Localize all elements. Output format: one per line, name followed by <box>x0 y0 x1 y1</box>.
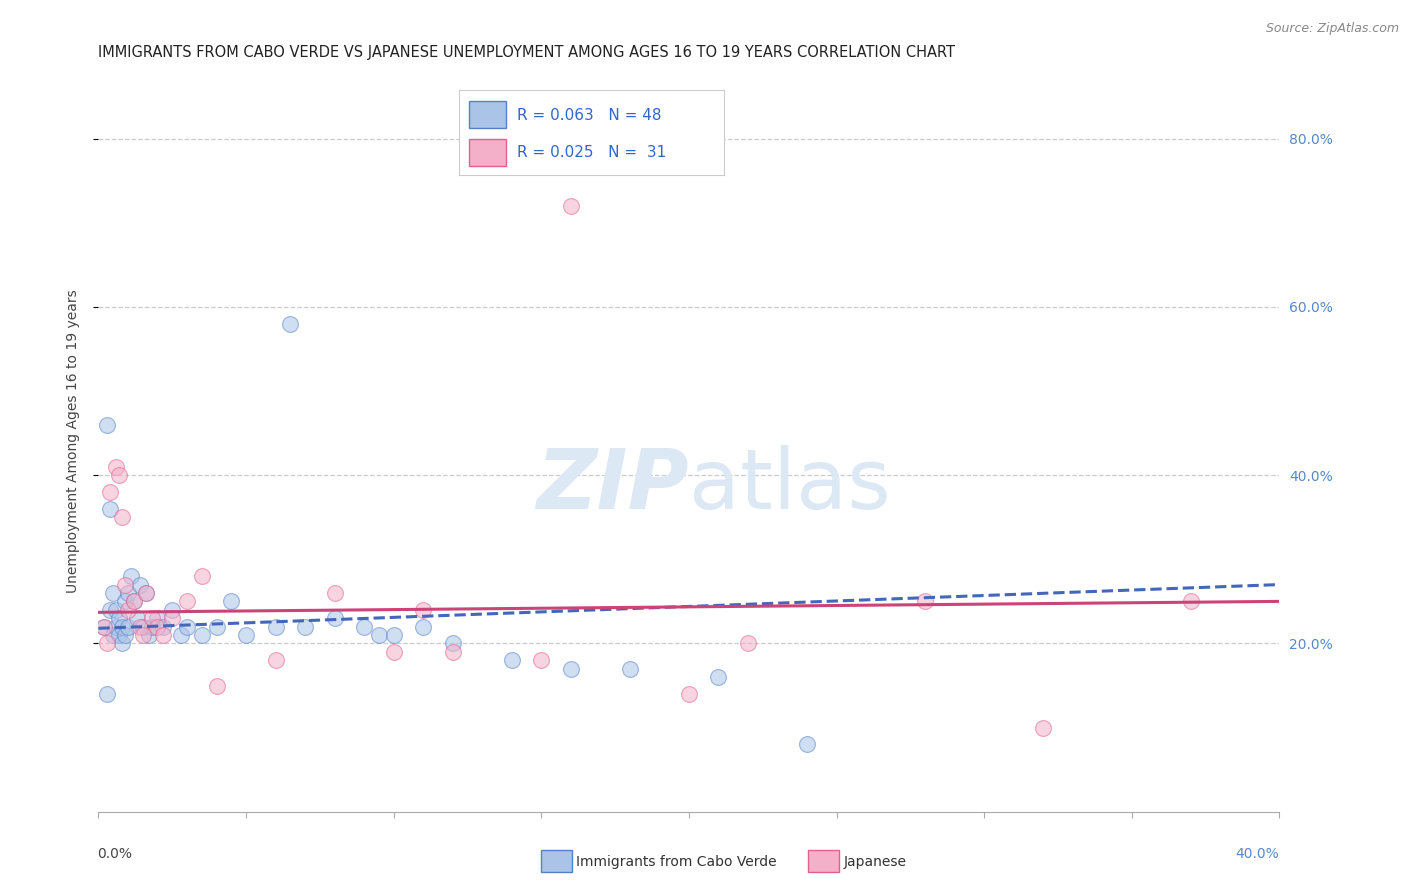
Point <box>294 619 316 633</box>
Point <box>146 611 169 625</box>
Point <box>141 619 163 633</box>
Point <box>122 594 145 608</box>
Point <box>146 619 169 633</box>
Point <box>162 603 183 617</box>
Point <box>98 501 121 516</box>
Point <box>264 653 287 667</box>
Point <box>122 594 145 608</box>
Point <box>530 653 553 667</box>
Point <box>560 662 582 676</box>
Text: 40.0%: 40.0% <box>1236 847 1279 862</box>
Point <box>323 586 346 600</box>
Point <box>191 628 214 642</box>
Point <box>176 619 198 633</box>
Point <box>368 628 391 642</box>
Point <box>132 619 155 633</box>
Point <box>138 628 160 642</box>
Point <box>105 603 128 617</box>
Point <box>412 619 434 633</box>
Point <box>501 653 523 667</box>
Point <box>135 586 157 600</box>
Point <box>191 569 214 583</box>
Point <box>441 636 464 650</box>
Point <box>412 603 434 617</box>
Point <box>93 619 115 633</box>
Point <box>103 586 125 600</box>
Y-axis label: Unemployment Among Ages 16 to 19 years: Unemployment Among Ages 16 to 19 years <box>66 290 80 593</box>
Point <box>108 468 131 483</box>
FancyBboxPatch shape <box>470 101 506 128</box>
Point <box>353 619 375 633</box>
Text: R = 0.025   N =  31: R = 0.025 N = 31 <box>517 145 666 161</box>
Text: ZIP: ZIP <box>536 445 689 526</box>
Point <box>108 611 131 625</box>
Point <box>103 628 125 642</box>
Point <box>128 619 150 633</box>
Point <box>205 679 228 693</box>
Point <box>96 417 118 432</box>
Point <box>111 619 134 633</box>
Point <box>707 670 730 684</box>
Text: IMMIGRANTS FROM CABO VERDE VS JAPANESE UNEMPLOYMENT AMONG AGES 16 TO 19 YEARS CO: IMMIGRANTS FROM CABO VERDE VS JAPANESE U… <box>98 45 956 61</box>
Point <box>111 636 134 650</box>
Point <box>170 628 193 642</box>
FancyBboxPatch shape <box>470 139 506 167</box>
Point <box>105 619 128 633</box>
Point <box>93 619 115 633</box>
Point <box>796 738 818 752</box>
Point <box>1032 721 1054 735</box>
Text: atlas: atlas <box>689 445 890 526</box>
Text: Immigrants from Cabo Verde: Immigrants from Cabo Verde <box>576 855 778 869</box>
Point <box>323 611 346 625</box>
Point <box>117 619 139 633</box>
Point <box>152 628 174 642</box>
Point <box>98 485 121 500</box>
Point <box>560 199 582 213</box>
Point <box>111 510 134 524</box>
Text: R = 0.063   N = 48: R = 0.063 N = 48 <box>517 108 662 123</box>
Point <box>221 594 243 608</box>
Point <box>114 577 136 591</box>
Point <box>114 594 136 608</box>
Point <box>1180 594 1202 608</box>
Point <box>125 611 148 625</box>
Point <box>264 619 287 633</box>
Point <box>108 628 131 642</box>
Point <box>132 628 155 642</box>
Point <box>141 611 163 625</box>
Point <box>441 645 464 659</box>
Point <box>128 577 150 591</box>
Point <box>176 594 198 608</box>
Point <box>152 619 174 633</box>
Point <box>382 628 405 642</box>
Point <box>678 687 700 701</box>
Point <box>382 645 405 659</box>
Point <box>117 603 139 617</box>
Point <box>117 586 139 600</box>
Point <box>135 586 157 600</box>
Point <box>114 628 136 642</box>
Text: 0.0%: 0.0% <box>97 847 132 862</box>
Point <box>162 611 183 625</box>
Point <box>96 687 118 701</box>
Point <box>914 594 936 608</box>
Point <box>105 459 128 474</box>
Point <box>280 317 302 331</box>
Point <box>98 603 121 617</box>
Point <box>619 662 641 676</box>
Point <box>120 569 142 583</box>
Point <box>96 636 118 650</box>
Text: Japanese: Japanese <box>844 855 907 869</box>
Point <box>737 636 759 650</box>
Text: Source: ZipAtlas.com: Source: ZipAtlas.com <box>1265 22 1399 36</box>
Point <box>235 628 257 642</box>
Point <box>205 619 228 633</box>
